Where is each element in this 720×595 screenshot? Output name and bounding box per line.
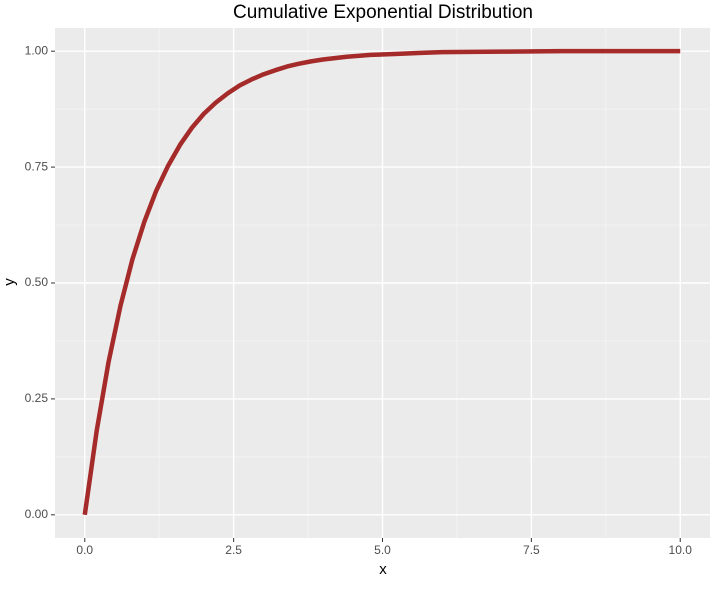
y-tick-label: 0.75 (25, 159, 49, 173)
y-axis-label: y (1, 278, 18, 286)
x-axis-label: x (379, 561, 387, 578)
x-tick-label: 0.0 (76, 543, 93, 557)
chart-title: Cumulative Exponential Distribution (233, 2, 533, 23)
x-tick-label: 7.5 (523, 543, 540, 557)
x-tick-label: 5.0 (374, 543, 391, 557)
line (82, 48, 681, 516)
y-tick-label: 0.50 (25, 275, 49, 289)
y-tick-label: 1.00 (25, 43, 49, 57)
x-tick-label: 2.5 (225, 543, 242, 557)
x-tick-label: 10.0 (669, 543, 693, 557)
y-tick-label: 0.25 (25, 391, 49, 405)
y-tick-label: 0.00 (25, 507, 49, 521)
